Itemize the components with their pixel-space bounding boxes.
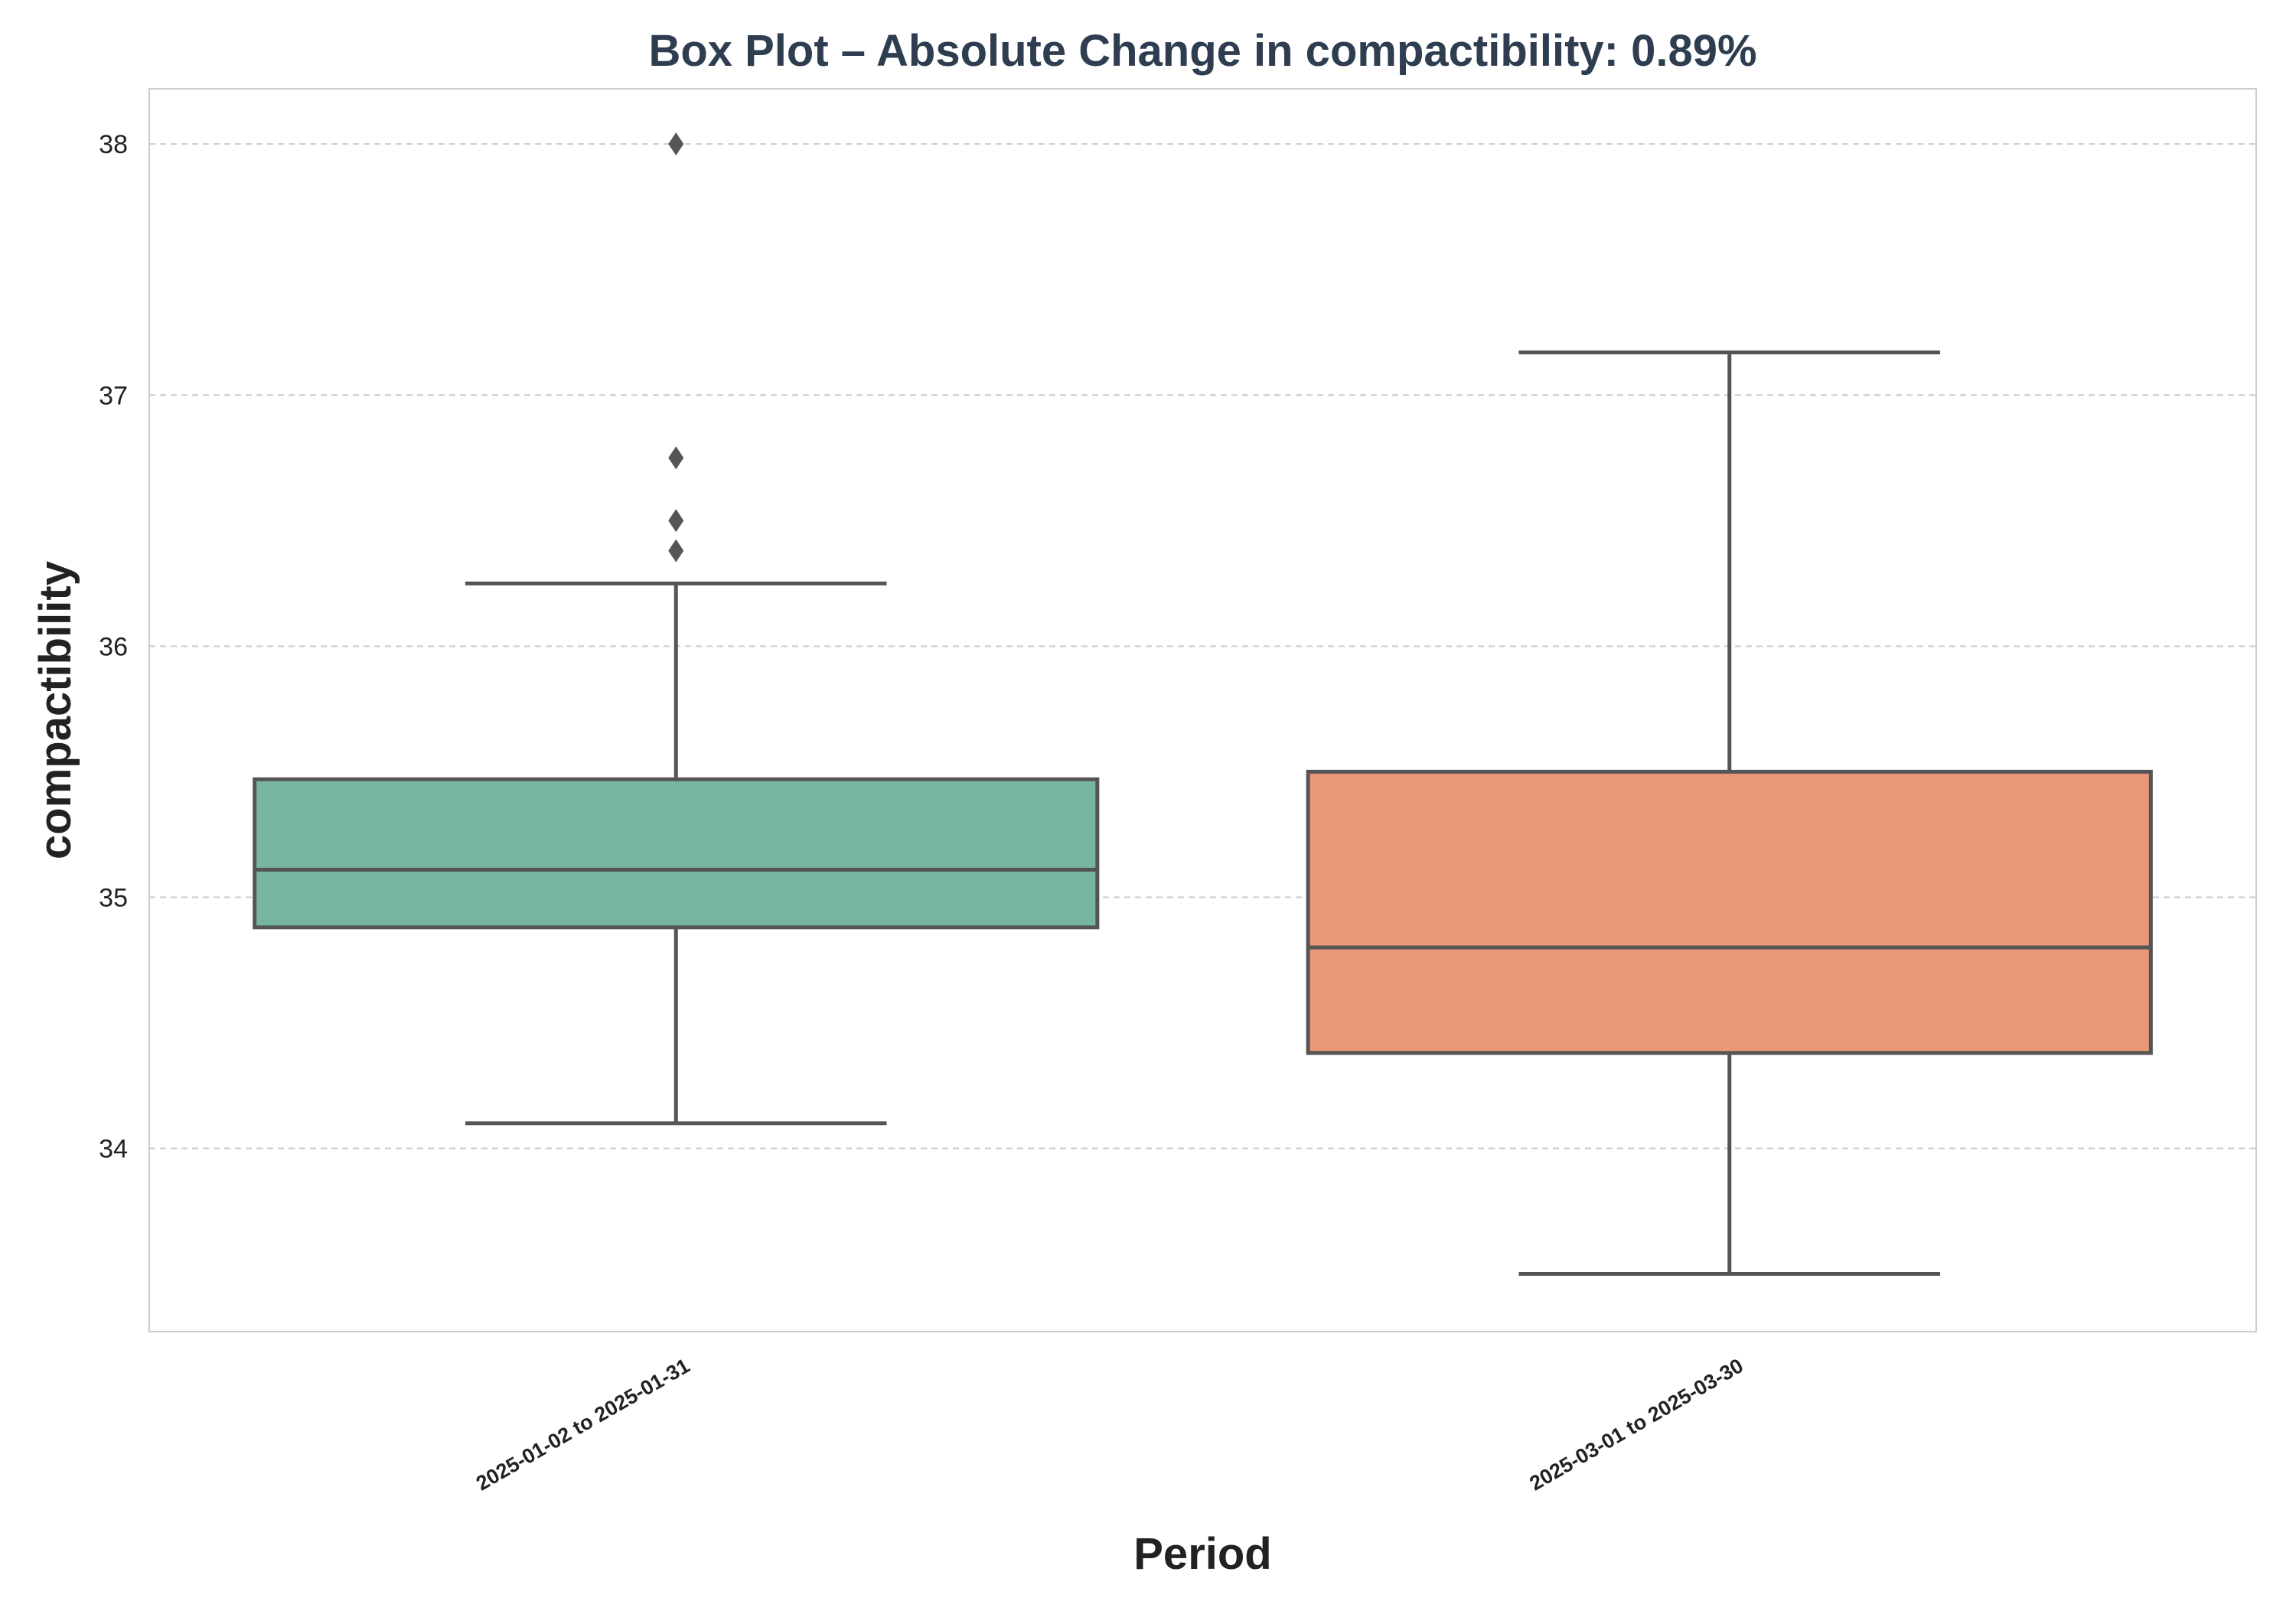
y-tick-label: 36 — [99, 632, 128, 661]
plot-frame — [148, 88, 2257, 1332]
chart-title: Box Plot – Absolute Change in compactibi… — [648, 26, 1756, 76]
y-tick-label: 38 — [99, 130, 128, 159]
boxes — [253, 132, 2153, 1277]
y-axis-title: compactibility — [31, 561, 80, 859]
outlier-point — [668, 132, 684, 156]
y-axis-ticks: 34 35 36 37 38 — [99, 130, 128, 1163]
box-iqr — [1306, 769, 2153, 1055]
y-tick-label: 37 — [99, 381, 128, 410]
box-group — [253, 132, 1100, 1126]
outlier-point — [668, 509, 684, 533]
y-tick-label: 35 — [99, 883, 128, 912]
x-axis-title: Period — [1133, 1529, 1272, 1579]
outlier-point — [668, 446, 684, 470]
box-iqr — [253, 777, 1100, 930]
outlier-point — [668, 539, 684, 563]
box-group — [1306, 350, 2153, 1277]
y-tick-label: 34 — [99, 1135, 128, 1164]
gridlines — [149, 143, 2256, 1150]
